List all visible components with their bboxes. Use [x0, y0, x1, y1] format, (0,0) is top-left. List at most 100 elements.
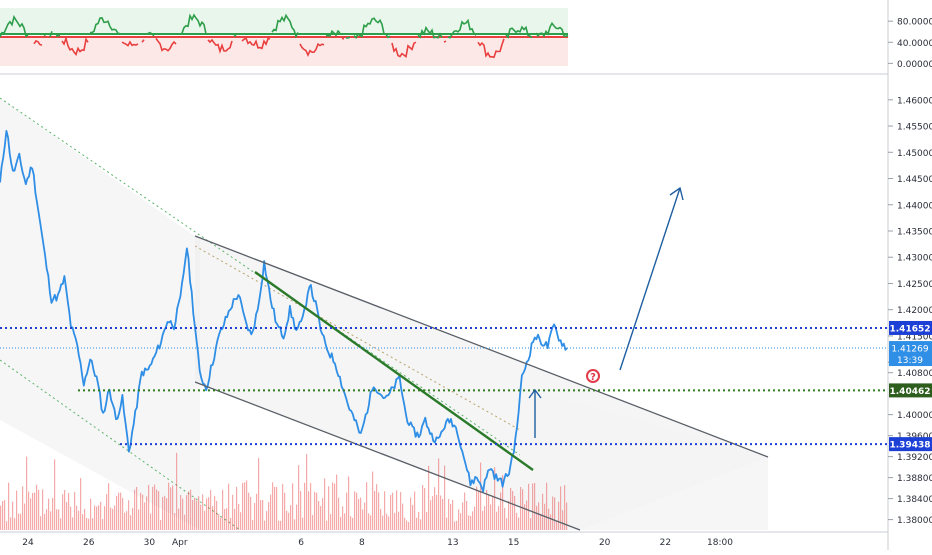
volume-bar [390, 495, 392, 530]
volume-bar [6, 521, 8, 530]
volume-bar [374, 490, 376, 530]
volume-bar [396, 490, 398, 530]
volume-bar [28, 491, 30, 530]
volume-bar [518, 517, 520, 530]
volume-bar [62, 494, 64, 530]
volume-bar [58, 509, 60, 530]
volume-bar [256, 493, 258, 530]
volume-bar [144, 502, 146, 530]
price-tick-label: 1.41500 [897, 332, 932, 342]
volume-bar [258, 457, 260, 530]
volume-bar [334, 483, 336, 530]
volume-bar [534, 483, 536, 530]
volume-bar [474, 506, 476, 530]
time-tick-label: 8 [359, 538, 365, 548]
volume-bar [242, 482, 244, 530]
volume-bar [116, 495, 118, 530]
volume-bar [0, 505, 2, 530]
volume-bar [290, 505, 292, 530]
volume-bar [386, 513, 388, 530]
volume-bar [302, 517, 304, 530]
volume-bar [260, 500, 262, 530]
volume-bar [154, 484, 156, 530]
channel-shade-left [0, 98, 200, 530]
volume-bar [118, 492, 120, 530]
price-tick-label: 1.45000 [897, 149, 932, 159]
volume-bar [172, 485, 174, 530]
volume-bar [36, 484, 38, 530]
volume-bar [552, 496, 554, 530]
volume-bar [472, 511, 474, 530]
volume-bar [424, 488, 426, 530]
time-tick-label: 18:00 [707, 538, 733, 548]
volume-bar [428, 465, 430, 530]
volume-bar [542, 493, 544, 530]
volume-bar [106, 493, 108, 530]
volume-bar [218, 514, 220, 530]
volume-bar [120, 492, 122, 530]
volume-bars [0, 452, 568, 530]
volume-bar [326, 520, 328, 530]
volume-bar [82, 514, 84, 530]
volume-bar [446, 517, 448, 530]
volume-bar [408, 521, 410, 530]
volume-bar [554, 497, 556, 530]
volume-bar [444, 465, 446, 530]
volume-bar [30, 498, 32, 530]
volume-bar [362, 509, 364, 530]
volume-bar [64, 490, 66, 530]
question-annotation[interactable]: ? [586, 369, 600, 383]
volume-bar [262, 499, 264, 530]
volume-bar [98, 505, 100, 530]
volume-bar [442, 499, 444, 530]
volume-bar [468, 515, 470, 530]
volume-bar [132, 507, 134, 530]
volume-bar [566, 502, 568, 530]
volume-bar [114, 505, 116, 530]
volume-bar [336, 474, 338, 530]
time-tick-label: 30 [144, 538, 156, 548]
volume-bar [364, 502, 366, 530]
volume-bar [392, 492, 394, 530]
volume-bar [142, 494, 144, 530]
volume-bar [272, 482, 274, 530]
oscillator-line-above [0, 13, 569, 40]
price-tick-label: 1.45500 [897, 123, 932, 133]
volume-bar [96, 506, 98, 530]
volume-bar [8, 482, 10, 530]
volume-bar [126, 511, 128, 530]
volume-bar [46, 509, 48, 530]
volume-bar [368, 513, 370, 530]
volume-bar [244, 482, 246, 530]
volume-bar [360, 497, 362, 530]
volume-bar [226, 508, 228, 530]
volume-bar [332, 482, 334, 530]
price-tick-label: 1.43000 [897, 254, 932, 264]
channel-upper-trendline [194, 235, 769, 458]
volume-bar [316, 492, 318, 530]
volume-bar [304, 482, 306, 530]
time-tick-label: 20 [599, 538, 611, 548]
volume-bar [340, 516, 342, 530]
volume-bar [434, 487, 436, 530]
volume-bar [432, 496, 434, 530]
price-panel: ? [0, 97, 888, 531]
countdown-text: 13:39 [897, 356, 923, 366]
forecast-arrow [619, 186, 684, 371]
volume-bar [148, 484, 150, 530]
oscillator-tick-label: 40.00000 [897, 39, 932, 49]
volume-bar [140, 492, 142, 530]
volume-bar [246, 480, 248, 530]
volume-bar [420, 519, 422, 530]
volume-bar [224, 509, 226, 530]
volume-bar [560, 486, 562, 530]
volume-bar [382, 515, 384, 530]
volume-bar [178, 508, 180, 530]
time-tick-label: 22 [660, 538, 671, 548]
volume-bar [74, 492, 76, 530]
volume-bar [228, 483, 230, 530]
volume-bar [356, 492, 358, 530]
volume-bar [376, 484, 378, 530]
